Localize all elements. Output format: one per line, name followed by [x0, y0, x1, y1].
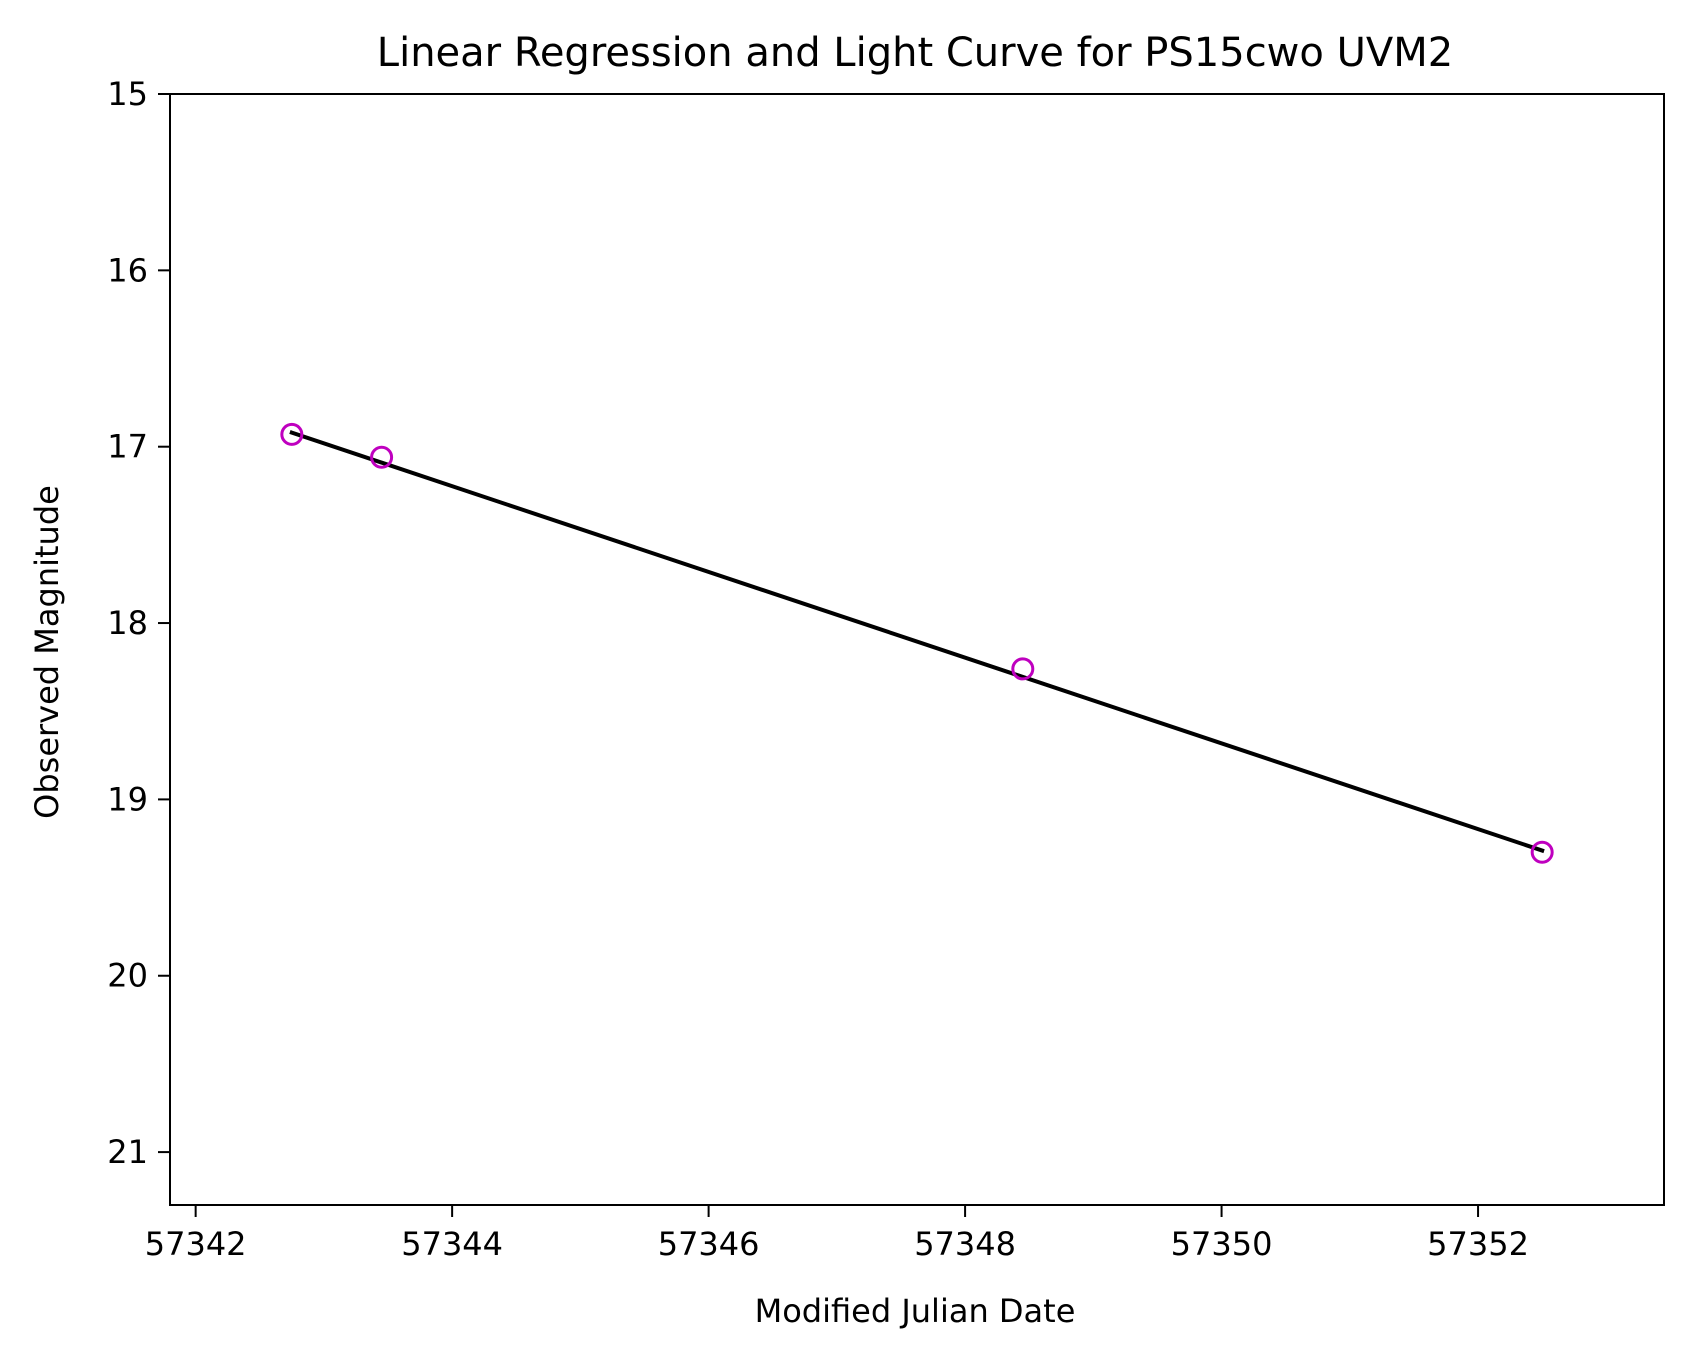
- x-tick-label: 57344: [401, 1225, 503, 1263]
- y-axis-label: Observed Magnitude: [28, 485, 66, 819]
- y-tick-label: 16: [107, 251, 148, 289]
- data-point: [370, 445, 394, 469]
- data-point: [280, 422, 304, 446]
- y-tick-label: 20: [107, 957, 148, 995]
- y-tick-label: 21: [107, 1133, 148, 1171]
- plot-frame: [169, 93, 1665, 1206]
- x-tick-label: 57352: [1427, 1225, 1529, 1263]
- regression-line: [289, 430, 1545, 854]
- y-tick-label: 19: [107, 780, 148, 818]
- plot-area: 57342 57344 57346 57348 57350 57352 15 16 17 18 19…: [107, 75, 1665, 1263]
- x-axis-label: Modified Julian Date: [755, 1292, 1076, 1330]
- y-tick-label: 17: [107, 428, 148, 466]
- x-tick-label: 57342: [145, 1225, 247, 1263]
- x-tick-label: 57350: [1171, 1225, 1273, 1263]
- x-tick-label: 57348: [914, 1225, 1016, 1263]
- x-tick-label: 57346: [658, 1225, 760, 1263]
- chart-title: Linear Regression and Light Curve for PS…: [377, 30, 1453, 76]
- y-tick-label: 18: [107, 604, 148, 642]
- data-point: [1011, 657, 1035, 681]
- data-point: [1530, 840, 1554, 864]
- y-tick-label: 15: [107, 75, 148, 113]
